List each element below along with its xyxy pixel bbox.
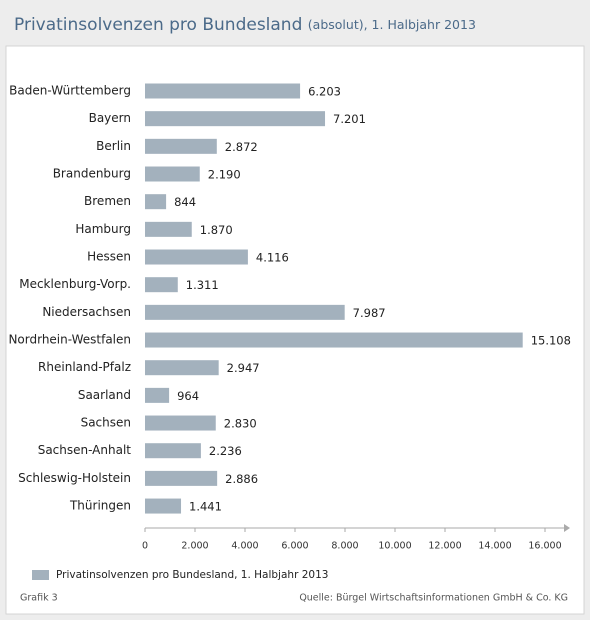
y-tick-label: Rheinland-Pfalz bbox=[38, 360, 131, 374]
title: Privatinsolvenzen pro Bundesland bbox=[14, 15, 302, 35]
bar bbox=[145, 360, 219, 376]
y-tick-label: Brandenburg bbox=[53, 167, 131, 181]
bar bbox=[145, 83, 301, 99]
value-label: 2.190 bbox=[208, 168, 241, 182]
source: Quelle: Bürgel Wirtschaftsinformationen … bbox=[299, 593, 568, 604]
y-tick-label: Niedersachsen bbox=[42, 305, 131, 319]
value-label: 7.987 bbox=[353, 306, 386, 320]
bar bbox=[145, 470, 218, 486]
note: Grafik 3 bbox=[20, 593, 58, 604]
bar bbox=[145, 221, 192, 237]
x-tick-label: 6.000 bbox=[281, 541, 308, 552]
value-label: 2.872 bbox=[225, 140, 258, 154]
y-tick-label: Sachsen-Anhalt bbox=[38, 443, 132, 457]
value-label: 964 bbox=[177, 389, 199, 403]
y-tick-label: Saarland bbox=[78, 388, 131, 402]
value-label: 2.830 bbox=[224, 417, 257, 431]
x-tick-label: 12.000 bbox=[428, 541, 461, 552]
x-tick-label: 4.000 bbox=[231, 541, 258, 552]
y-tick-label: Schleswig-Holstein bbox=[18, 471, 131, 485]
value-label: 844 bbox=[174, 195, 196, 209]
chart-title: Privatinsolvenzen pro Bundesland (absolu… bbox=[14, 15, 476, 35]
bar bbox=[145, 111, 326, 127]
y-tick-label: Bayern bbox=[89, 111, 131, 125]
panel bbox=[5, 45, 585, 615]
axis-arrow bbox=[564, 524, 570, 532]
bar bbox=[145, 138, 217, 154]
legend-swatch bbox=[32, 570, 49, 580]
y-tick-label: Hamburg bbox=[75, 222, 131, 236]
bar bbox=[145, 332, 523, 348]
bar bbox=[145, 304, 345, 320]
value-label: 2.236 bbox=[209, 444, 242, 458]
value-label: 2.886 bbox=[225, 472, 258, 486]
value-label: 15.108 bbox=[531, 334, 571, 348]
value-label: 2.947 bbox=[227, 361, 260, 375]
value-label: 1.870 bbox=[200, 223, 233, 237]
x-tick-label: 14.000 bbox=[478, 541, 511, 552]
x-tick-label: 16.000 bbox=[528, 541, 561, 552]
y-tick-label: Sachsen bbox=[81, 416, 131, 430]
y-tick-label: Baden-Württemberg bbox=[9, 84, 131, 98]
x-tick-label: 0 bbox=[142, 541, 148, 552]
subtitle: (absolut), 1. Halbjahr 2013 bbox=[308, 17, 476, 32]
y-tick-label: Nordrhein-Westfalen bbox=[8, 333, 131, 347]
legend-label: Privatinsolvenzen pro Bundesland, 1. Hal… bbox=[56, 569, 328, 581]
value-label: 1.311 bbox=[186, 278, 219, 292]
bar bbox=[145, 498, 182, 514]
value-label: 6.203 bbox=[308, 85, 341, 99]
value-label: 7.201 bbox=[333, 112, 366, 126]
x-tick-label: 10.000 bbox=[378, 541, 411, 552]
y-tick-label: Mecklenburg-Vorp. bbox=[19, 277, 131, 291]
bar bbox=[145, 249, 248, 265]
y-tick-label: Berlin bbox=[96, 139, 131, 153]
x-tick-label: 2.000 bbox=[181, 541, 208, 552]
y-tick-label: Thüringen bbox=[69, 499, 131, 513]
bar bbox=[145, 415, 216, 431]
x-tick-label: 8.000 bbox=[331, 541, 358, 552]
y-tick-label: Hessen bbox=[87, 250, 131, 264]
bar bbox=[145, 443, 201, 459]
value-label: 1.441 bbox=[189, 500, 222, 514]
bar bbox=[145, 194, 167, 210]
y-tick-label: Bremen bbox=[84, 194, 131, 208]
value-label: 4.116 bbox=[256, 251, 289, 265]
bar bbox=[145, 277, 178, 293]
bar bbox=[145, 387, 170, 403]
bar bbox=[145, 166, 200, 182]
